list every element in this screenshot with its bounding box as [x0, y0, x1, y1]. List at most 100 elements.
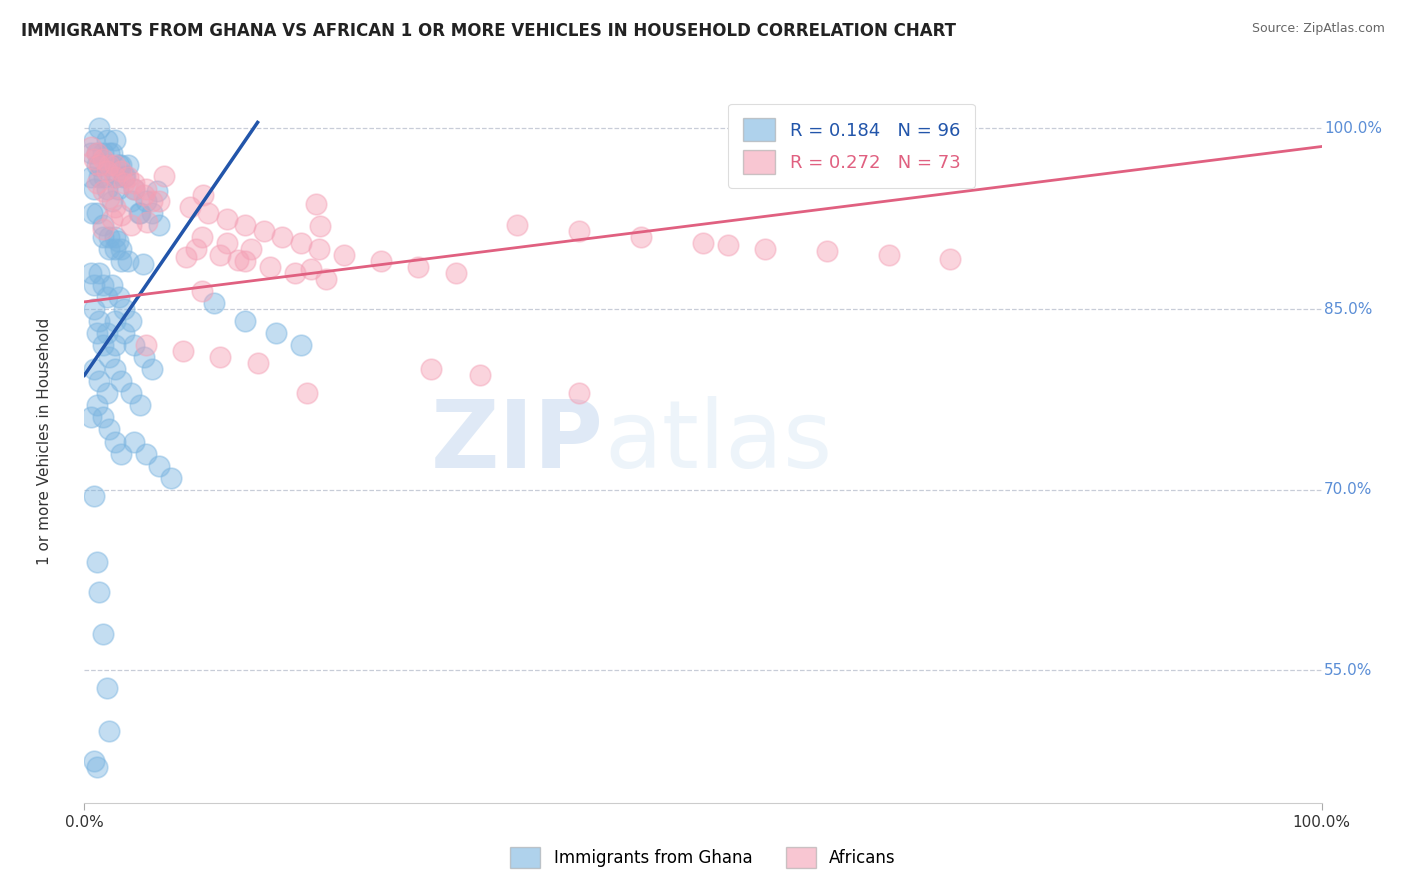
- Point: [104, 338, 127, 352]
- Point: [96, 681, 118, 696]
- Point: [122, 434, 145, 449]
- Point: [120, 194, 142, 208]
- Point: [86, 145, 108, 160]
- Point: [148, 218, 170, 232]
- Point: [104, 133, 127, 147]
- Point: [202, 296, 225, 310]
- Point: [148, 458, 170, 473]
- Point: [112, 301, 135, 317]
- Point: [408, 260, 430, 274]
- Point: [79, 266, 101, 280]
- Point: [259, 260, 281, 274]
- Point: [98, 423, 121, 437]
- Point: [108, 290, 131, 304]
- Point: [246, 356, 269, 370]
- Text: Source: ZipAtlas.com: Source: ZipAtlas.com: [1251, 22, 1385, 36]
- Point: [104, 230, 127, 244]
- Point: [89, 158, 111, 172]
- Point: [135, 447, 157, 461]
- Point: [112, 326, 135, 341]
- Text: 85.0%: 85.0%: [1324, 301, 1372, 317]
- Point: [110, 375, 132, 389]
- Point: [91, 338, 114, 352]
- Point: [191, 187, 214, 202]
- Point: [98, 723, 121, 738]
- Point: [83, 182, 105, 196]
- Point: [630, 230, 652, 244]
- Point: [104, 434, 127, 449]
- Point: [98, 242, 121, 256]
- Point: [877, 248, 900, 262]
- Point: [299, 262, 322, 277]
- Point: [184, 242, 207, 256]
- Point: [100, 145, 122, 160]
- Point: [141, 194, 163, 208]
- Point: [79, 169, 101, 184]
- Point: [83, 754, 105, 768]
- Point: [98, 158, 121, 172]
- Point: [129, 398, 152, 412]
- Point: [98, 191, 121, 205]
- Point: [209, 248, 232, 262]
- Point: [107, 182, 129, 196]
- Point: [98, 350, 121, 364]
- Point: [264, 326, 287, 341]
- Point: [86, 205, 108, 219]
- Point: [506, 218, 529, 232]
- Point: [82, 205, 104, 219]
- Text: 100.0%: 100.0%: [1324, 121, 1382, 136]
- Point: [83, 489, 105, 503]
- Point: [308, 242, 330, 256]
- Point: [89, 266, 111, 280]
- Point: [122, 338, 145, 352]
- Point: [141, 362, 163, 376]
- Point: [79, 139, 101, 153]
- Point: [98, 145, 121, 160]
- Point: [89, 169, 111, 184]
- Text: IMMIGRANTS FROM GHANA VS AFRICAN 1 OR MORE VEHICLES IN HOUSEHOLD CORRELATION CHA: IMMIGRANTS FROM GHANA VS AFRICAN 1 OR MO…: [21, 22, 956, 40]
- Point: [128, 206, 150, 220]
- Point: [284, 266, 307, 280]
- Point: [96, 182, 118, 196]
- Point: [110, 163, 132, 178]
- Point: [253, 224, 276, 238]
- Point: [83, 278, 105, 293]
- Point: [215, 211, 238, 226]
- Point: [91, 145, 114, 160]
- Point: [89, 158, 111, 172]
- Point: [117, 254, 139, 268]
- Point: [129, 205, 152, 219]
- Point: [110, 208, 132, 222]
- Point: [91, 184, 114, 198]
- Point: [91, 627, 114, 641]
- Point: [86, 158, 108, 172]
- Point: [110, 158, 132, 172]
- Point: [153, 169, 176, 183]
- Point: [233, 314, 256, 328]
- Point: [290, 338, 312, 352]
- Point: [122, 182, 145, 196]
- Point: [568, 386, 591, 401]
- Point: [295, 386, 318, 401]
- Point: [83, 362, 105, 376]
- Point: [110, 254, 132, 268]
- Point: [104, 169, 127, 184]
- Point: [100, 278, 122, 293]
- Legend: R = 0.184   N = 96, R = 0.272   N = 73: R = 0.184 N = 96, R = 0.272 N = 73: [728, 103, 974, 188]
- Point: [754, 242, 776, 256]
- Point: [101, 211, 124, 226]
- Text: ZIP: ZIP: [432, 395, 605, 488]
- Point: [444, 266, 467, 280]
- Point: [470, 368, 492, 383]
- Point: [172, 344, 194, 359]
- Point: [91, 152, 114, 166]
- Text: 70.0%: 70.0%: [1324, 483, 1372, 497]
- Point: [815, 244, 838, 259]
- Point: [96, 163, 118, 178]
- Point: [96, 133, 118, 147]
- Point: [315, 272, 337, 286]
- Point: [107, 234, 129, 248]
- Point: [141, 205, 163, 219]
- Text: atlas: atlas: [605, 395, 832, 488]
- Point: [91, 230, 114, 244]
